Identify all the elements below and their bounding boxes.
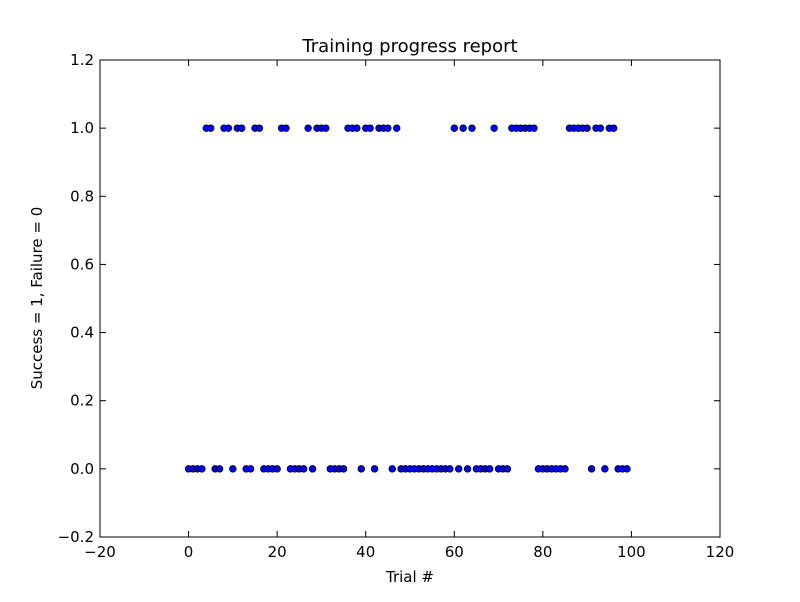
- data-point: [366, 124, 374, 132]
- data-point: [207, 124, 215, 132]
- data-point: [587, 465, 596, 473]
- data-point: [357, 465, 365, 473]
- x-tick-label: 40: [356, 543, 375, 561]
- data-point: [486, 465, 494, 473]
- y-tick-label: 0.4: [70, 324, 94, 342]
- y-tick-label: 0.6: [70, 255, 94, 273]
- y-tick-label: 1.0: [70, 119, 94, 137]
- data-point: [463, 465, 472, 473]
- y-tick-label: 0.2: [70, 392, 94, 410]
- data-point: [623, 465, 631, 473]
- data-point: [370, 465, 379, 473]
- x-tick-label: 120: [706, 543, 735, 561]
- axis-ticks: −20 0 20 40 60 80 100 120 −0.2 0.0 0.2 0.4 0.6 0.8 1.0…: [58, 51, 735, 561]
- data-point: [610, 124, 618, 132]
- data-point: [304, 124, 312, 132]
- data-point: [308, 465, 317, 473]
- data-point: [282, 124, 290, 132]
- data-point: [229, 465, 237, 473]
- data-point: [459, 124, 467, 132]
- y-tick-label: 0.8: [70, 187, 94, 205]
- data-point: [224, 124, 233, 132]
- x-tick-label: 100: [617, 543, 646, 561]
- chart-title: Training progress report: [301, 36, 517, 57]
- x-tick-label: 0: [184, 543, 194, 561]
- data-point: [353, 124, 361, 132]
- data-point: [393, 124, 401, 132]
- data-point: [468, 124, 476, 132]
- data-point: [503, 465, 512, 473]
- data-point: [246, 465, 255, 473]
- data-point: [255, 124, 264, 132]
- data-point: [300, 465, 308, 473]
- data-point: [601, 465, 609, 473]
- data-point: [238, 124, 246, 132]
- data-point: [446, 465, 454, 473]
- data-point: [384, 124, 392, 132]
- data-point: [322, 124, 330, 132]
- data-point: [273, 465, 281, 473]
- data-point: [490, 124, 498, 132]
- data-point: [596, 124, 605, 132]
- data-point: [215, 465, 224, 473]
- data-point: [583, 124, 591, 132]
- y-tick-label: 0.0: [70, 460, 94, 478]
- data-points: [184, 124, 631, 473]
- data-point: [388, 465, 396, 473]
- data-point: [530, 124, 538, 132]
- data-point: [455, 465, 463, 473]
- data-point: [198, 465, 206, 473]
- data-point: [450, 124, 458, 132]
- y-tick-label: −0.2: [58, 528, 94, 546]
- x-tick-label: −20: [84, 543, 116, 561]
- x-axis-label: Trial #: [385, 568, 434, 586]
- x-tick-label: 60: [445, 543, 464, 561]
- x-tick-label: 20: [268, 543, 287, 561]
- data-point: [561, 465, 569, 473]
- data-point: [339, 465, 348, 473]
- y-axis-label: Success = 1, Failure = 0: [28, 207, 46, 390]
- y-tick-label: 1.2: [70, 51, 94, 69]
- plot-area: [99, 59, 721, 538]
- x-tick-label: 80: [533, 543, 552, 561]
